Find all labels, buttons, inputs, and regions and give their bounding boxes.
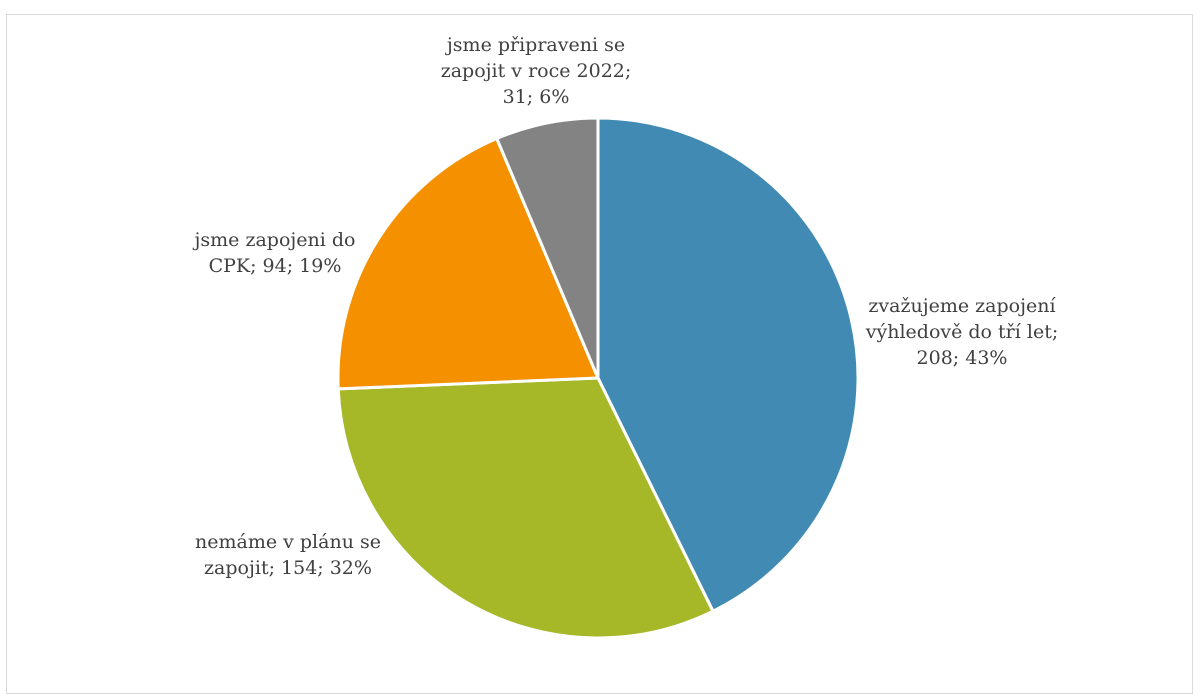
slice-label-line: jsme zapojeni do [193, 229, 356, 251]
slice-label-line: jsme připraveni se [445, 34, 625, 56]
slice-label-line: 208; 43% [917, 347, 1008, 369]
pie-slice-0 [596, 116, 860, 613]
slice-label-line: výhledově do tří let; [865, 321, 1058, 343]
slice-label-3: jsme připraveni se zapojit v roce 2022; 31… [441, 34, 632, 108]
slice-label-line: CPK; 94; 19% [209, 255, 342, 277]
slice-label-line: nemáme v plánu se [195, 531, 381, 553]
pie-slice-1 [336, 376, 715, 640]
slice-label-0: zvažujeme zapojení výhledově do tří let; 2… [865, 295, 1058, 369]
slice-label-2: jsme zapojeni do CPK; 94; 19% [193, 229, 356, 277]
slice-label-line: zvažujeme zapojení [868, 295, 1056, 317]
slice-label-line: 31; 6% [503, 86, 570, 108]
pie-slice-2 [336, 137, 600, 391]
slice-label-line: zapojit; 154; 32% [204, 557, 372, 579]
slice-label-line: zapojit v roce 2022; [441, 60, 632, 82]
pie-slice-3 [495, 116, 600, 380]
slice-label-1: nemáme v plánu se zapojit; 154; 32% [195, 531, 381, 579]
